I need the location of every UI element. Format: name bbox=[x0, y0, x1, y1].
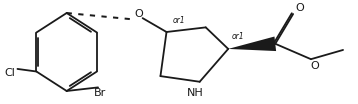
Text: Br: Br bbox=[94, 88, 106, 98]
Text: or1: or1 bbox=[173, 16, 185, 25]
Text: or1: or1 bbox=[232, 32, 245, 41]
Text: O: O bbox=[311, 61, 320, 71]
Text: O: O bbox=[135, 9, 144, 19]
Text: O: O bbox=[295, 3, 304, 13]
Text: Cl: Cl bbox=[4, 68, 15, 78]
Text: NH: NH bbox=[187, 88, 203, 98]
Polygon shape bbox=[228, 37, 276, 51]
